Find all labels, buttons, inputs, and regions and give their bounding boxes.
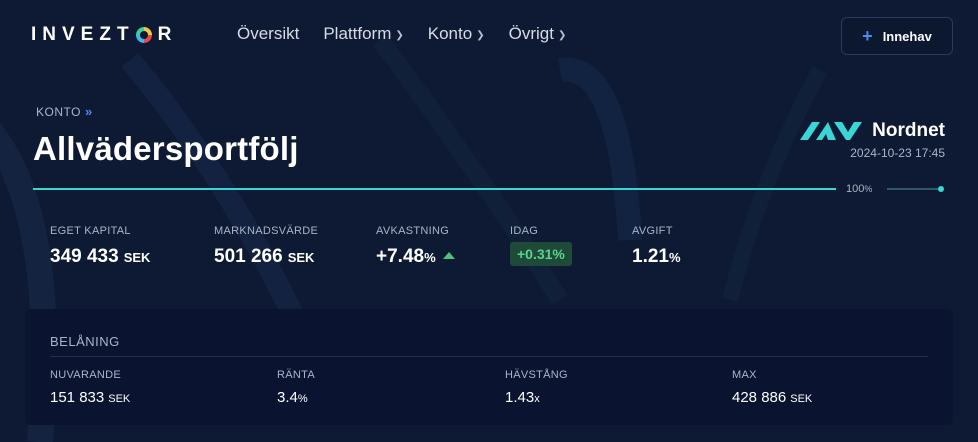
chevron-down-icon: ❯ xyxy=(557,29,567,41)
pstat-label: NUVARANDE xyxy=(50,369,121,381)
breadcrumb-konto: KONTO xyxy=(36,104,81,119)
pstat-value: 1.43 xyxy=(505,389,535,406)
account-stats: EGET KAPITAL 349 433 SEK MARKNADSVÄRDE 5… xyxy=(0,225,978,275)
broker-info: Nordnet 2024-10-23 17:45 xyxy=(800,120,945,160)
inveztor-logo[interactable]: INVEZT R xyxy=(31,24,177,46)
add-holding-button[interactable]: + Innehav xyxy=(841,17,953,55)
pstat-value: 428 886 xyxy=(732,389,787,406)
broker-name: Nordnet xyxy=(872,120,945,141)
nav-item-konto[interactable]: Konto ❯ xyxy=(428,24,485,44)
nav-item-label: Övrigt xyxy=(508,24,554,43)
progress-number: 100 xyxy=(846,183,865,195)
last-updated-timestamp: 2024-10-23 17:45 xyxy=(850,146,945,160)
progress-fill xyxy=(33,188,836,190)
stat-unit: % xyxy=(424,250,436,265)
loan-current: NUVARANDE 151 833 SEK xyxy=(50,369,130,406)
stat-fee: AVGIFT 1.21 % xyxy=(632,225,681,268)
nav-item-oversikt[interactable]: Översikt xyxy=(237,24,299,44)
stat-value: +7.48 xyxy=(376,246,425,267)
pstat-unit: SEK xyxy=(790,393,813,405)
double-chevron-right-icon: » xyxy=(84,104,93,119)
stat-return: AVKASTNING +7.48 % xyxy=(376,225,455,268)
stat-unit: % xyxy=(668,250,681,265)
logo-text-end: R xyxy=(157,24,178,45)
nav-item-plattform[interactable]: Plattform ❯ xyxy=(323,24,403,44)
nav-item-label: Översikt xyxy=(237,24,300,43)
pstat-value: 3.4 xyxy=(277,389,298,406)
chevron-down-icon: ❯ xyxy=(395,29,404,41)
pstat-label: RÄNTA xyxy=(277,369,315,381)
page-title: Allvädersportfölj xyxy=(33,130,299,167)
nav-item-ovrigt[interactable]: Övrigt ❯ xyxy=(509,24,567,44)
progress-track xyxy=(33,188,836,190)
trend-up-icon xyxy=(442,252,455,259)
stat-label: AVGIFT xyxy=(632,225,673,237)
pstat-value: 151 833 xyxy=(50,389,105,406)
loan-panel: BELÅNING NUVARANDE 151 833 SEK RÄNTA 3.4… xyxy=(25,309,953,425)
loan-rate: RÄNTA 3.4% xyxy=(277,369,315,406)
top-navbar: INVEZT R Översikt Plattform ❯ Konto ❯ Övr… xyxy=(0,0,978,70)
nav-item-label: Plattform xyxy=(323,24,392,43)
stat-label: EGET KAPITAL xyxy=(50,225,131,237)
stat-label: AVKASTNING xyxy=(376,225,450,237)
stat-today: IDAG +0.31% xyxy=(510,225,572,266)
stat-unit: SEK xyxy=(123,250,151,265)
add-holding-label: Innehav xyxy=(882,28,932,44)
progress-dot xyxy=(938,186,944,192)
progress-unit: % xyxy=(864,184,873,194)
plus-icon: + xyxy=(862,26,873,46)
stat-market-value: MARKNADSVÄRDE 501 266 SEK xyxy=(214,225,318,268)
pstat-unit: x xyxy=(534,393,540,405)
nav-item-label: Konto xyxy=(427,24,473,43)
loan-leverage: HÄVSTÅNG 1.43 x xyxy=(505,369,568,406)
stat-equity: EGET KAPITAL 349 433 SEK xyxy=(50,225,150,268)
loan-max: MAX 428 886 SEK xyxy=(732,369,812,406)
nordnet-logo-icon xyxy=(800,122,863,140)
pstat-unit: SEK xyxy=(108,393,131,405)
main-nav: Översikt Plattform ❯ Konto ❯ Övrigt ❯ xyxy=(237,24,566,44)
logo-ring-icon xyxy=(135,27,152,43)
pstat-unit: % xyxy=(297,393,308,405)
stat-label: IDAG xyxy=(510,225,539,237)
pstat-label: MAX xyxy=(732,369,757,381)
today-change-badge: +0.31% xyxy=(510,242,572,266)
sync-progress: 100% xyxy=(33,182,945,196)
stat-unit: SEK xyxy=(287,250,315,265)
panel-title: BELÅNING xyxy=(50,334,120,349)
progress-label: 100% xyxy=(846,183,872,195)
breadcrumb[interactable]: KONTO » xyxy=(36,104,93,119)
stat-value: 349 433 xyxy=(50,246,119,267)
logo-text-start: INVEZT xyxy=(31,24,135,45)
progress-tail xyxy=(887,188,939,190)
stat-label: MARKNADSVÄRDE xyxy=(214,225,319,237)
stat-value: 501 266 xyxy=(214,246,283,267)
chevron-down-icon: ❯ xyxy=(476,29,485,41)
pstat-label: HÄVSTÅNG xyxy=(505,369,568,381)
stat-value: 1.21 xyxy=(632,246,669,267)
divider xyxy=(50,356,928,357)
